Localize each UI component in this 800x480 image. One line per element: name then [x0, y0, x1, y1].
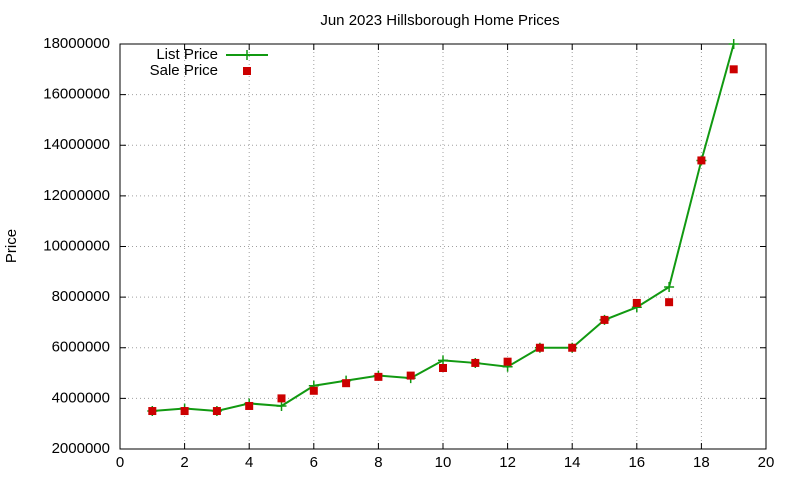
y-tick-label: 16000000 [43, 86, 110, 103]
point [697, 156, 706, 165]
x-tick-label: 20 [758, 454, 775, 471]
point [342, 379, 351, 388]
x-tick-label: 10 [435, 454, 452, 471]
point [309, 386, 318, 395]
y-axis-label: Price [3, 229, 20, 263]
y-tick-label: 4000000 [52, 389, 110, 406]
x-tick-label: 12 [499, 454, 516, 471]
point [406, 371, 415, 380]
y-tick-label: 10000000 [43, 237, 110, 254]
point [276, 400, 287, 411]
x-tick-label: 8 [374, 454, 382, 471]
point [148, 407, 157, 416]
point [728, 39, 739, 49]
point [535, 343, 544, 352]
x-tick-label: 4 [245, 454, 253, 471]
point [568, 343, 577, 352]
legend-swatch [243, 67, 251, 75]
point [374, 372, 383, 381]
point [503, 357, 512, 366]
point [180, 407, 189, 416]
y-tick-label: 6000000 [52, 339, 110, 356]
x-tick-label: 6 [310, 454, 318, 471]
x-tick-label: 14 [564, 454, 581, 471]
legend-label: List Price [156, 46, 218, 63]
x-tick-label: 16 [628, 454, 645, 471]
y-tick-label: 14000000 [43, 136, 110, 153]
plot-frame [119, 43, 767, 450]
legend-swatch [242, 50, 252, 60]
x-tick-label: 2 [180, 454, 188, 471]
y-tick-label: 18000000 [43, 35, 110, 52]
point [245, 401, 254, 410]
y-tick-label: 8000000 [52, 288, 110, 305]
x-tick-label: 0 [116, 454, 124, 471]
point [600, 315, 609, 324]
point [471, 358, 480, 367]
chart-title: Jun 2023 Hillsborough Home Prices [320, 12, 559, 29]
legend-label: Sale Price [150, 62, 218, 79]
point [277, 394, 286, 403]
y-tick-label: 12000000 [43, 187, 110, 204]
point [664, 282, 675, 292]
point [632, 298, 641, 307]
y-tick-label: 2000000 [52, 440, 110, 457]
point [438, 355, 448, 366]
point [665, 298, 674, 307]
point [729, 65, 738, 74]
point [212, 407, 221, 416]
x-tick-label: 18 [693, 454, 710, 471]
point [439, 364, 447, 372]
